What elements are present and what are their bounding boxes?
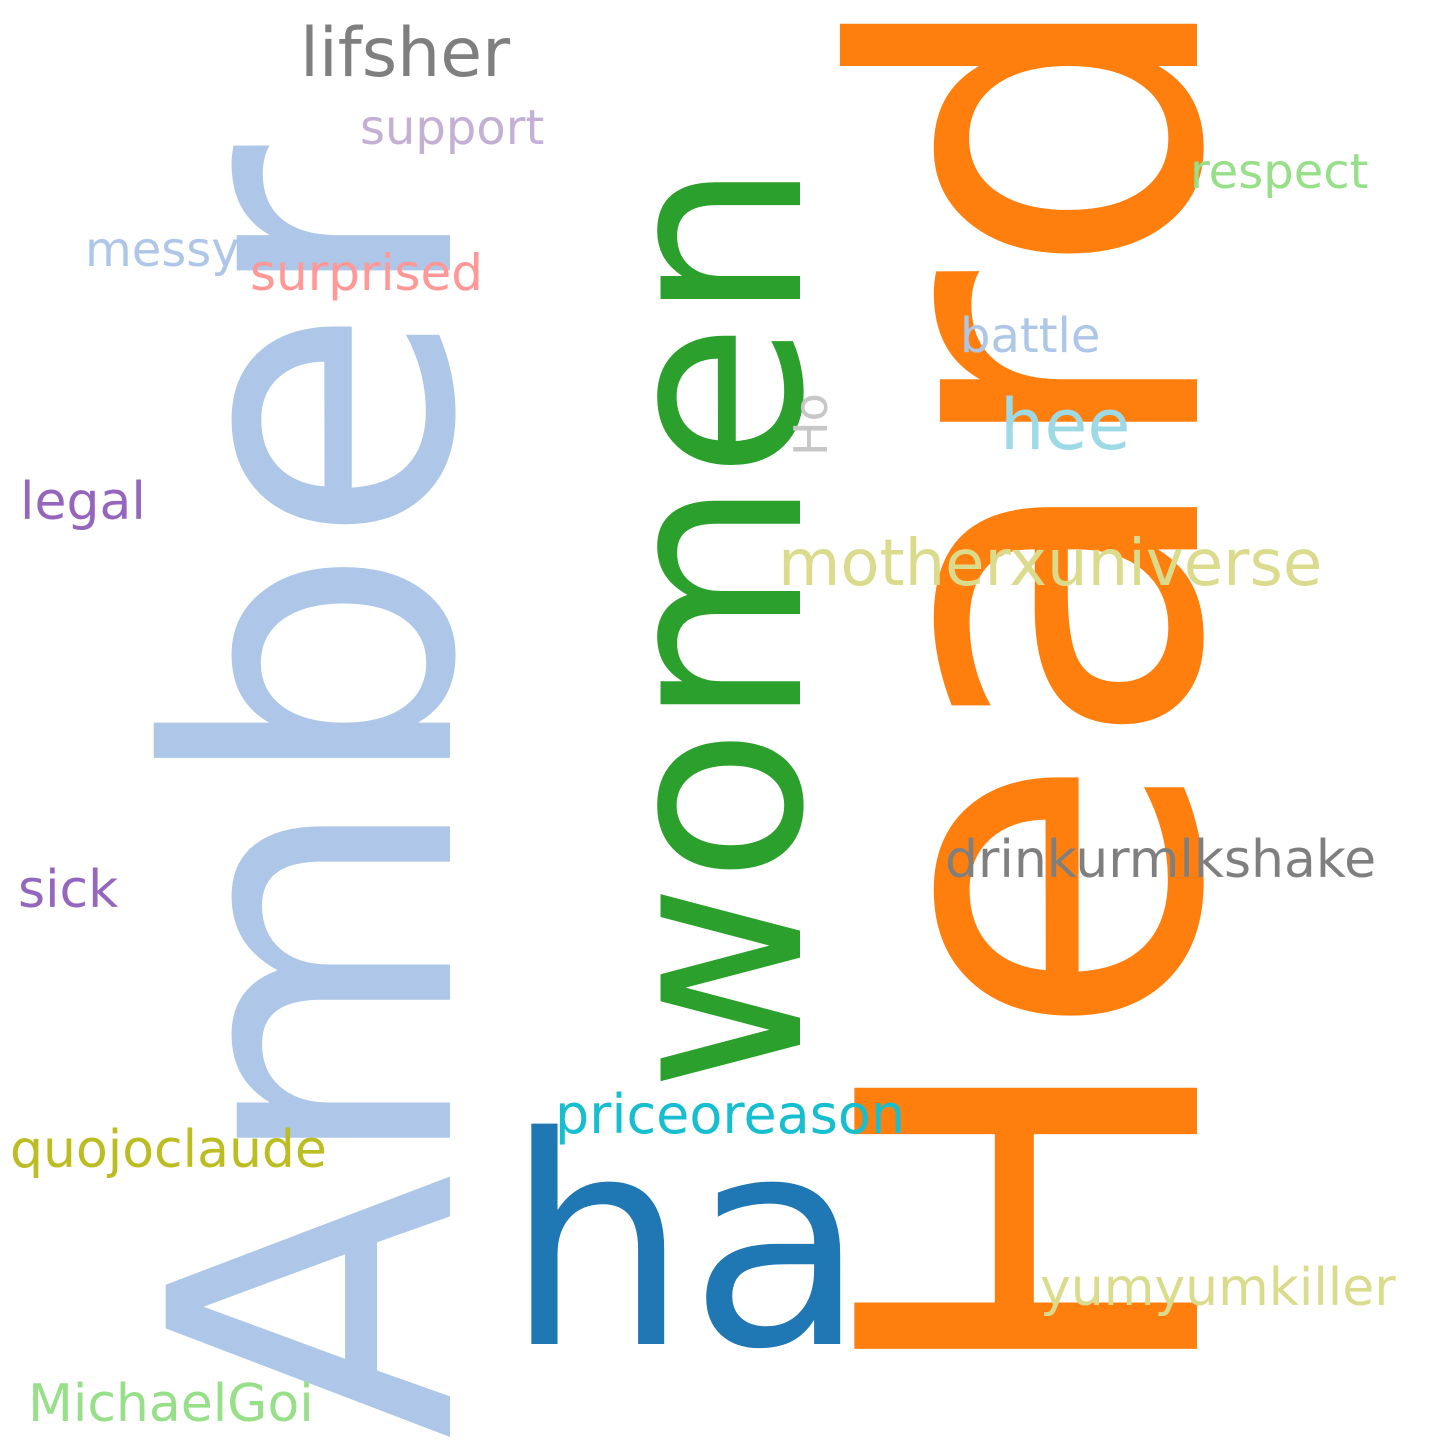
word-quojoclaude: quojoclaude [10, 1120, 327, 1180]
word-yumyumkiller: yumyumkiller [1040, 1258, 1396, 1318]
word-respect: respect [1190, 144, 1369, 200]
word-hee: hee [1000, 384, 1131, 466]
word-michaelgoi: MichaelGoi [28, 1374, 314, 1434]
word-amber: Amber [88, 145, 542, 1440]
word-surprised: surprised [250, 244, 484, 302]
word-battle: battle [960, 308, 1101, 364]
word-drinkurmlkshake: drinkurmlkshake [945, 830, 1377, 890]
word-motherxuniverse: motherxuniverse [778, 527, 1323, 601]
word-heard: Heard [761, 0, 1308, 1395]
word-legal: legal [20, 472, 146, 532]
word-messy: messy [85, 222, 240, 278]
word-support: support [360, 100, 545, 156]
word-priceoreason: priceoreason [555, 1083, 906, 1146]
word-ho: Ho [784, 393, 838, 456]
word-lifsher: lifsher [300, 14, 511, 93]
word-sick: sick [18, 860, 119, 920]
word-ha: ha [505, 1076, 867, 1413]
word-women: women [564, 160, 861, 1092]
